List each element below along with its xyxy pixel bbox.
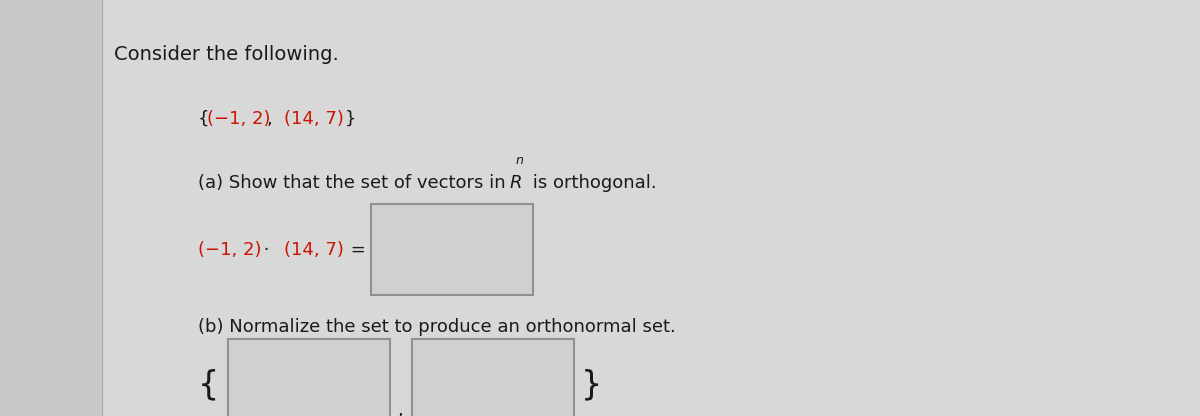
FancyBboxPatch shape: [412, 339, 574, 416]
Text: is orthogonal.: is orthogonal.: [527, 174, 656, 192]
Bar: [0, 0, 102, 416]
Text: Consider the following.: Consider the following.: [114, 45, 338, 64]
Text: ,: ,: [268, 109, 278, 128]
Text: }: }: [344, 109, 356, 128]
Text: (14, 7): (14, 7): [284, 109, 344, 128]
Text: {: {: [198, 368, 220, 401]
Text: ,: ,: [397, 401, 403, 416]
Text: {: {: [198, 109, 210, 128]
Text: n: n: [516, 154, 524, 167]
Text: =: =: [344, 240, 371, 259]
Text: }: }: [581, 368, 602, 401]
Text: ·: ·: [258, 240, 276, 259]
Text: (a) Show that the set of vectors in: (a) Show that the set of vectors in: [198, 174, 511, 192]
Text: (b) Normalize the set to produce an orthonormal set.: (b) Normalize the set to produce an orth…: [198, 317, 676, 336]
Text: (−1, 2): (−1, 2): [206, 109, 270, 128]
FancyBboxPatch shape: [228, 339, 390, 416]
Text: R: R: [509, 174, 522, 192]
Text: (−1, 2): (−1, 2): [198, 240, 262, 259]
FancyBboxPatch shape: [371, 204, 533, 295]
Text: (14, 7): (14, 7): [284, 240, 344, 259]
